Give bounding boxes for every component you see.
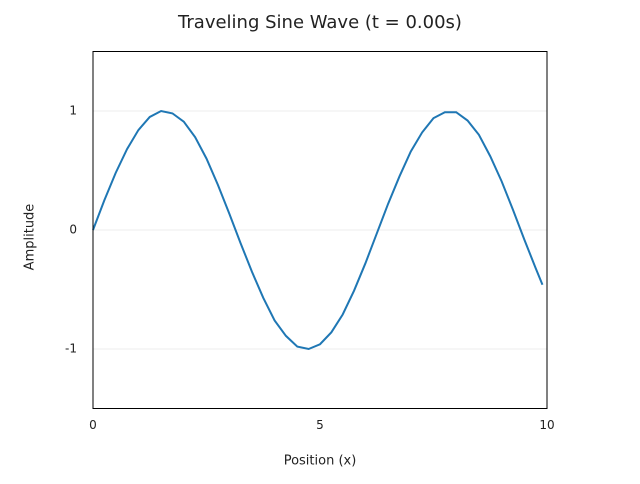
x-tick-label: 5 [316,418,324,432]
y-tick-label: 0 [69,223,77,237]
x-axis-label: Position (x) [284,454,357,469]
y-tick-label: 1 [69,104,77,118]
y-axis-label: Amplitude [23,204,38,271]
chart-title: Traveling Sine Wave (t = 0.00s) [177,12,462,33]
x-tick-label: 0 [89,418,97,432]
x-tick-label: 10 [539,418,554,432]
plot-frame [92,51,548,409]
y-tick-label: -1 [65,342,77,356]
line-series [92,109,544,351]
